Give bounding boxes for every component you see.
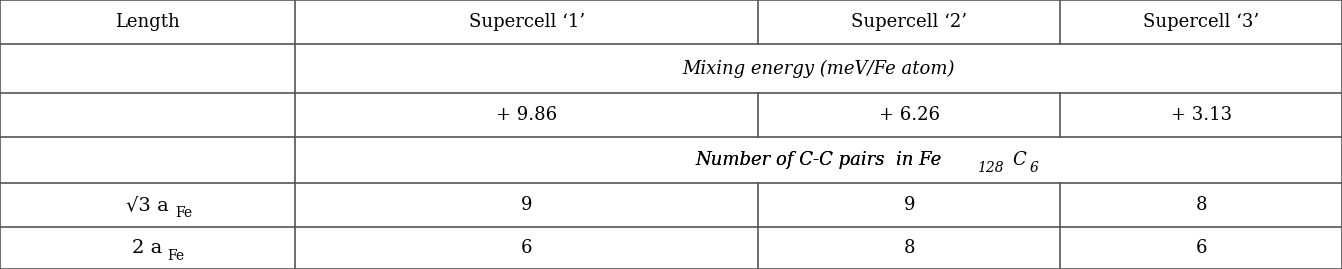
Text: + 6.26: + 6.26 [879, 106, 939, 124]
Text: 128: 128 [977, 161, 1004, 175]
Text: 6: 6 [1029, 161, 1039, 175]
Text: Fe: Fe [176, 206, 192, 220]
Text: Fe: Fe [168, 249, 184, 263]
Text: C: C [1012, 151, 1025, 169]
Text: Supercell ‘1’: Supercell ‘1’ [468, 13, 585, 31]
Text: + 9.86: + 9.86 [497, 106, 557, 124]
Text: 6: 6 [1196, 239, 1206, 257]
Text: Supercell ‘3’: Supercell ‘3’ [1143, 13, 1259, 31]
Text: C: C [1012, 151, 1025, 169]
Text: Number of C-C pairs  in Fe: Number of C-C pairs in Fe [695, 151, 942, 169]
Text: √3 a: √3 a [126, 196, 169, 214]
Text: 8: 8 [903, 239, 915, 257]
Text: 6: 6 [521, 239, 533, 257]
Text: Supercell ‘2’: Supercell ‘2’ [851, 13, 968, 31]
Text: 2 a: 2 a [133, 239, 162, 257]
Text: 8: 8 [1196, 196, 1206, 214]
Text: Number of C-C pairs  in Fe: Number of C-C pairs in Fe [695, 151, 942, 169]
Text: 128: 128 [977, 161, 1004, 175]
Text: + 3.13: + 3.13 [1170, 106, 1232, 124]
Text: Length: Length [115, 13, 180, 31]
Text: Mixing energy (meV/Fe atom): Mixing energy (meV/Fe atom) [682, 59, 956, 78]
Text: 9: 9 [521, 196, 533, 214]
Text: 9: 9 [903, 196, 915, 214]
